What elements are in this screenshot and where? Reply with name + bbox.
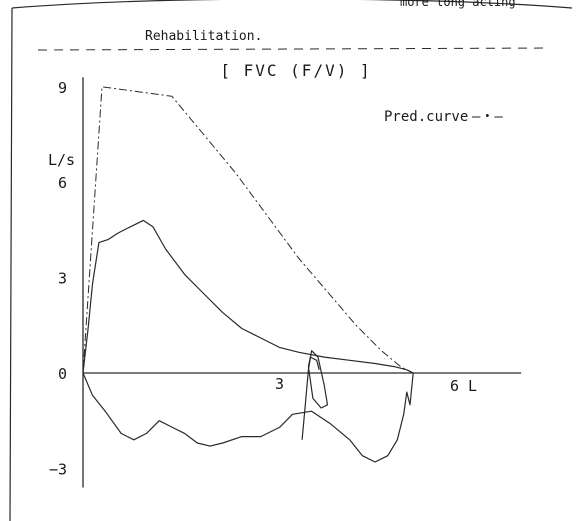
header-curve-line [11,0,573,9]
legend-symbol: —・— [472,109,503,125]
left-border-line [9,7,13,521]
header-clipped-text: more long acting [400,0,516,9]
y-tick-label: 6 [58,174,67,192]
x-axis-end-label: 6 L [450,377,477,395]
y-tick-labels: 9 6 3 0 −3 [49,79,67,479]
legend-label: Pred.curve [384,109,468,125]
paper-frame [9,0,573,521]
predicted-curve-line [82,86,414,374]
separator-dashed-line [37,47,551,51]
y-axis-label: L/s [48,151,75,169]
y-tick-label: 9 [58,79,67,97]
x-tick-label: 3 [275,375,284,393]
measured-curve-line-1 [82,219,414,374]
x-tick-labels: 3 [275,375,284,393]
axes [82,77,522,488]
y-tick-label: 3 [58,270,67,288]
chart-title: [ FVC (F/V) ] [220,61,371,80]
y-tick-label: −3 [49,460,67,478]
header-note: Rehabilitation. [145,29,262,44]
series-group [82,86,414,463]
measured-curve-line-3 [301,350,329,440]
measured-curve-line-2 [82,372,414,463]
y-tick-label: 0 [58,365,67,383]
legend: Pred.curve —・— [384,109,503,125]
